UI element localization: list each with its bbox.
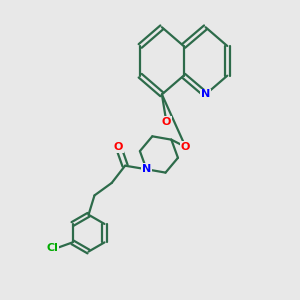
Text: N: N [142,164,151,174]
Text: O: O [114,142,123,152]
Text: O: O [181,142,190,152]
Text: O: O [162,117,171,127]
Text: Cl: Cl [46,243,58,253]
Text: N: N [201,89,210,99]
